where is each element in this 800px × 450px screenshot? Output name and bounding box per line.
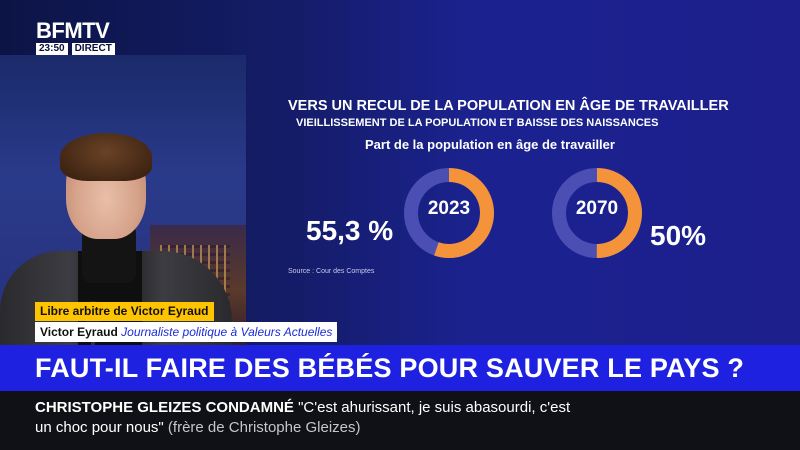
infographic-title: VERS UN RECUL DE LA POPULATION EN ÂGE DE… — [288, 98, 729, 114]
clock-time: 23:50 — [36, 43, 68, 55]
donut-year-2023: 2023 — [427, 198, 471, 219]
donut-share-arc-2070 — [552, 168, 642, 258]
headline-bar: FAUT-IL FAIRE DES BÉBÉS POUR SAUVER LE P… — [0, 345, 800, 391]
donut-share-arc-2023 — [404, 168, 494, 258]
donut-chart-2023: 2023 — [404, 168, 494, 258]
headline-text: FAUT-IL FAIRE DES BÉBÉS POUR SAUVER LE P… — [35, 353, 745, 383]
percent-label-2023: 55,3 % — [306, 215, 394, 246]
guest-tag: Victor Eyraud Journaliste politique à Va… — [35, 322, 338, 342]
donut-svg-2070 — [552, 168, 642, 258]
ticker-quote-end: un choc pour nous" — [35, 419, 164, 436]
news-ticker: CHRISTOPHE GLEIZES CONDAMNÉ "C'est ahuri… — [0, 391, 800, 450]
infographic-subtitle: VIEILLISSEMENT DE LA POPULATION ET BAISS… — [296, 117, 659, 129]
live-badge: DIRECT — [71, 43, 115, 55]
donut-chart-2070: 2070 — [552, 168, 642, 258]
guest-role: Journaliste politique à Valeurs Actuelle… — [121, 325, 333, 339]
ticker-line-1: CHRISTOPHE GLEIZES CONDAMNÉ "C'est ahuri… — [35, 399, 570, 416]
source-note: Source : Cour des Comptes — [288, 268, 375, 275]
chart-heading: Part de la population en âge de travaill… — [365, 137, 615, 152]
channel-logo: BFMTV 23:50 DIRECT — [36, 20, 116, 55]
guest-name: Victor Eyraud — [40, 325, 118, 339]
infographic: VERS UN RECUL DE LA POPULATION EN ÂGE DE… — [250, 80, 770, 280]
logo-clock: 23:50 DIRECT — [36, 43, 116, 55]
donut-year-2070: 2070 — [575, 198, 619, 219]
guest-hair — [60, 133, 152, 181]
ticker-line-2: un choc pour nous" (frère de Christophe … — [35, 419, 361, 436]
logo-wordmark: BFMTV — [36, 18, 110, 43]
percent-label-2070: 50% — [650, 220, 707, 251]
program-tag: Libre arbitre de Victor Eyraud — [35, 302, 214, 321]
ticker-attribution: (frère de Christophe Gleizes) — [167, 419, 361, 436]
ticker-quote-start: "C'est ahurissant, je suis abasourdi, c'… — [298, 399, 571, 416]
donut-svg-2023 — [404, 168, 494, 258]
ticker-topic: CHRISTOPHE GLEIZES CONDAMNÉ — [35, 399, 294, 416]
